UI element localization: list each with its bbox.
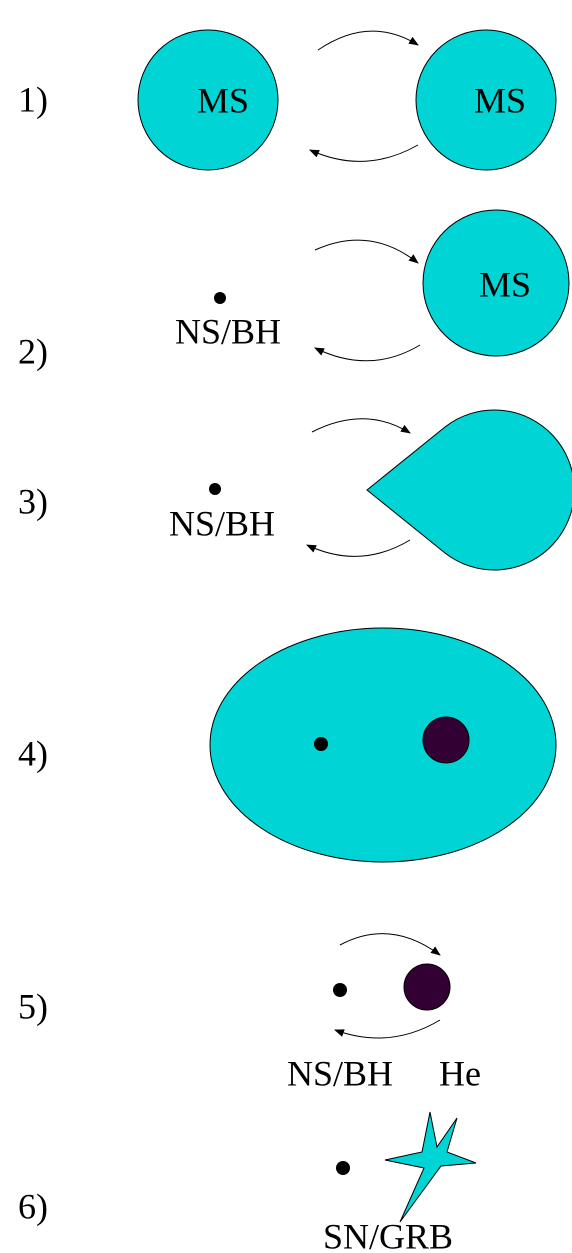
roche-lobe-star xyxy=(366,409,572,571)
stage-label: 3) xyxy=(18,481,48,521)
stage-label: 6) xyxy=(18,1186,48,1226)
star-label: MS xyxy=(479,264,531,304)
ms-star xyxy=(422,209,570,357)
compact-object xyxy=(209,483,221,495)
stage-label: 1) xyxy=(18,79,48,119)
common-envelope xyxy=(209,627,557,863)
ms-star xyxy=(415,29,557,171)
compact-object xyxy=(333,983,347,997)
orbit-arrow xyxy=(309,144,419,162)
orbit-arrow xyxy=(317,30,419,51)
helium-core xyxy=(422,716,470,764)
orbit-arrow xyxy=(314,344,421,362)
stage-label: 2) xyxy=(18,331,48,371)
orbit-arrow xyxy=(334,1019,441,1039)
object-label: He xyxy=(439,1053,481,1093)
compact-object xyxy=(314,737,328,751)
orbit-arrow xyxy=(339,933,441,956)
compact-object xyxy=(336,1161,350,1175)
supernova xyxy=(384,1111,477,1223)
stage-label: 5) xyxy=(18,986,48,1026)
event-label: SN/GRB xyxy=(323,1216,453,1253)
object-label: NS/BH xyxy=(169,503,275,543)
star-label: MS xyxy=(474,80,526,120)
object-label: NS/BH xyxy=(175,311,281,351)
helium-star xyxy=(403,963,451,1011)
compact-object xyxy=(214,292,226,304)
stage-label: 4) xyxy=(18,733,48,773)
star-label: MS xyxy=(197,80,249,120)
orbit-arrow xyxy=(306,539,411,557)
orbit-arrow xyxy=(314,239,419,264)
ms-star xyxy=(137,29,279,171)
orbit-arrow xyxy=(311,418,411,434)
object-label: NS/BH xyxy=(287,1053,393,1093)
